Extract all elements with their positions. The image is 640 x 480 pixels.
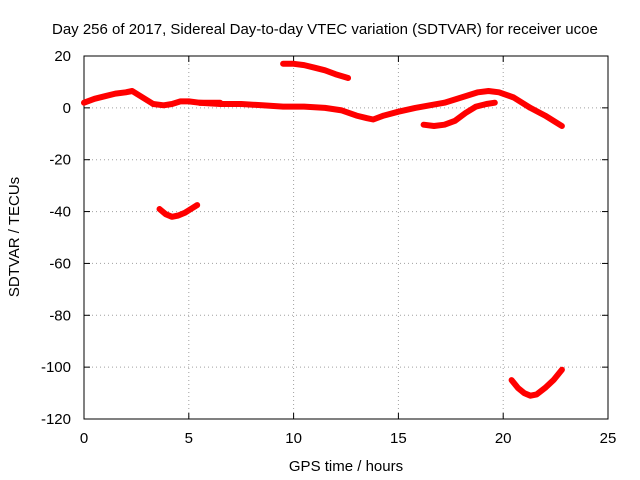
chart-title: Day 256 of 2017, Sidereal Day-to-day VTE… [52,21,598,38]
y-tick-label: -40 [49,204,71,221]
x-tick-label: 0 [80,430,88,447]
x-tick-label: 20 [495,430,512,447]
x-tick-labels: 0 5 10 15 20 25 [80,430,617,447]
x-tick-label: 10 [285,430,302,447]
y-tick-label: 0 [63,100,71,117]
series-arc-3 [196,88,565,129]
x-tick-label: 25 [600,430,617,447]
series-arc-7 [508,366,565,399]
series-arc-6 [156,202,201,220]
y-tick-label: -60 [49,255,71,272]
y-tick-label: -80 [49,307,71,324]
series-arc-4 [280,60,352,81]
y-tick-label: -100 [41,359,71,376]
series-layer [81,60,565,399]
y-tick-label: 20 [54,48,71,65]
y-axis-label: SDTVAR / TECUs [6,177,23,297]
series-arc-1 [81,88,157,107]
y-tick-label: -20 [49,152,71,169]
series-arc-5 [420,99,498,129]
x-tick-label: 15 [390,430,407,447]
y-tick-labels: 20 0 -20 -40 -60 -80 -100 -120 [41,48,71,428]
ticks-layer [83,55,609,420]
y-tick-label: -120 [41,411,71,428]
plot-frame [83,55,609,420]
x-axis-label: GPS time / hours [289,458,403,475]
x-tick-label: 5 [185,430,193,447]
grid-layer [84,56,608,419]
